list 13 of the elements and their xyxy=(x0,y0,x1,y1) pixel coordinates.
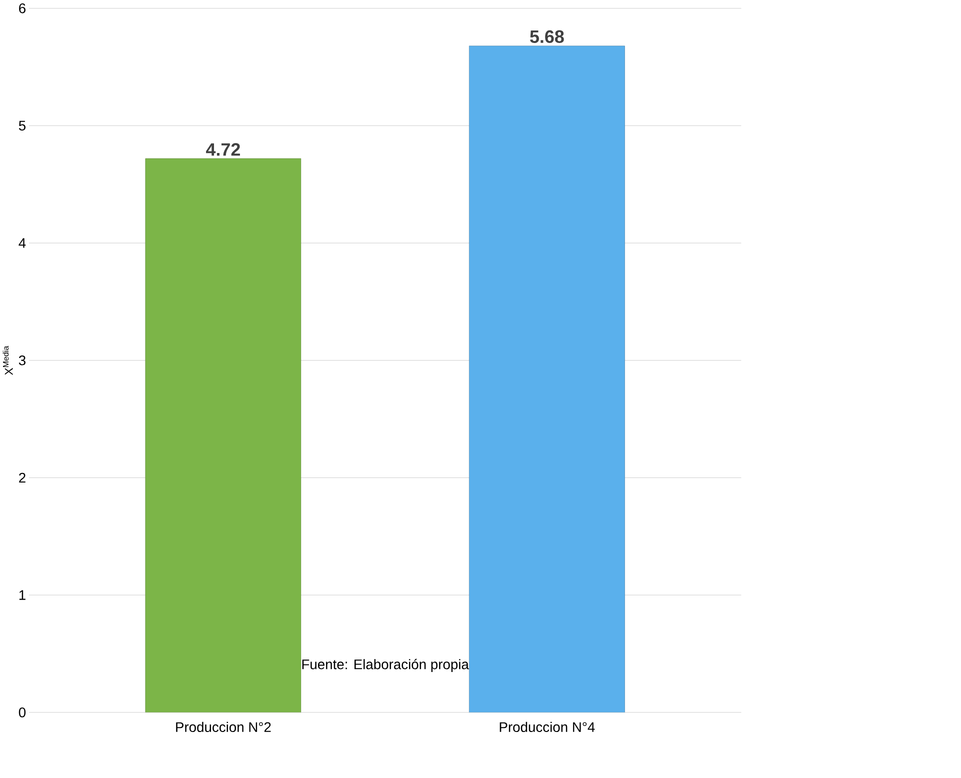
y-axis-title: X$^{Media}$ xyxy=(2,346,13,375)
y-tick-label: 4 xyxy=(18,238,26,248)
annotation: Fuente: Elaboración propia xyxy=(302,658,469,672)
x-tick-label: Produccion N°2 xyxy=(176,722,271,732)
y-tick-label: 1 xyxy=(19,590,26,600)
y-tick-label: 3 xyxy=(18,355,26,366)
y-tick-label: 5 xyxy=(18,120,26,130)
y-tick-label: 6 xyxy=(19,3,26,14)
data-label: 4.72 xyxy=(206,143,240,156)
data-label: 5.68 xyxy=(530,30,564,43)
x-tick-label: Produccion N°4 xyxy=(500,722,595,732)
y-tick-label: 0 xyxy=(18,707,26,718)
y-tick-label: 2 xyxy=(19,472,26,483)
